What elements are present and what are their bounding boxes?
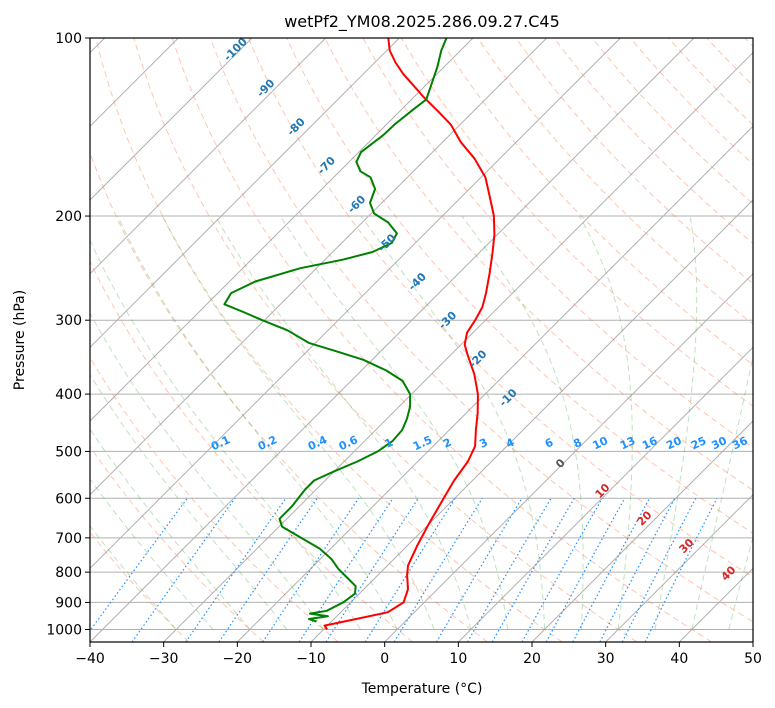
dry-adiabat	[133, 38, 638, 642]
mixing-ratio-line	[90, 497, 188, 632]
dewpoint-profile	[223, 38, 448, 623]
isotherm-line	[236, 125, 753, 642]
dry-adiabat	[90, 260, 414, 642]
mixing-ratio-label: 25	[689, 434, 708, 452]
mixing-ratio-label: 13	[618, 434, 637, 452]
isotherm-line	[384, 272, 753, 642]
y-tick-label: 100	[55, 31, 82, 47]
mixing-ratio-line	[262, 497, 360, 642]
moist-adiabat	[691, 353, 753, 630]
mixing-ratio-label: 10	[591, 434, 611, 452]
moist-adiabat	[461, 215, 584, 630]
mixing-ratio-label: 36	[730, 434, 750, 452]
moist-adiabat	[161, 215, 435, 630]
x-tick-label: −20	[223, 651, 253, 667]
isotherm-line	[457, 346, 753, 642]
dry-adiabat	[95, 38, 563, 642]
dry-adiabat	[515, 38, 753, 285]
dry-adiabat	[209, 38, 753, 623]
dry-adiabat	[171, 38, 712, 642]
x-tick-label: 10	[449, 651, 467, 667]
dry-adiabat	[324, 38, 753, 491]
moist-adiabat	[90, 373, 288, 630]
dry-adiabat	[90, 445, 264, 642]
y-tick-label: 600	[55, 491, 82, 507]
mixing-ratio-line	[364, 497, 456, 642]
y-axis-label: Pressure (hPa)	[12, 290, 28, 390]
mixing-ratio-line	[393, 497, 483, 642]
moist-adiabat	[214, 215, 472, 630]
dry-adiabat	[286, 38, 753, 535]
y-tick-label: 400	[55, 387, 82, 403]
mixing-ratio-line	[545, 498, 626, 642]
moist-adiabat	[90, 478, 214, 630]
mixing-ratio-line	[131, 497, 236, 642]
y-tick-label: 1000	[46, 622, 82, 638]
x-tick-label: −10	[296, 651, 326, 667]
isotherm-line	[531, 420, 753, 642]
y-tick-label: 900	[55, 595, 82, 611]
moist-adiabat	[654, 215, 698, 630]
x-axis-label: Temperature (°C)	[361, 681, 483, 697]
x-tick-label: 40	[670, 651, 688, 667]
moist-adiabat	[578, 215, 633, 630]
temperature-profile	[323, 38, 496, 631]
chart-title: wetPf2_YM08.2025.286.09.27.C45	[284, 12, 560, 32]
x-tick-label: 20	[523, 651, 541, 667]
y-tick-label: 300	[55, 313, 82, 329]
mixing-ratio-label: 30	[710, 434, 730, 452]
isotherm-line	[605, 493, 753, 642]
isotherm-line	[90, 38, 621, 570]
tick-layer: −40 −30 −20 −10 0 10 20 30 40 50 1000 900 800 700 600 5…	[46, 31, 762, 667]
y-tick-label: 200	[55, 209, 82, 225]
mixing-ratio-line	[599, 498, 676, 642]
moist-adiabat	[90, 311, 324, 630]
grid-layer	[90, 38, 753, 642]
mixing-ratio-line	[621, 498, 697, 642]
y-tick-label: 700	[55, 531, 82, 547]
y-tick-label: 500	[55, 444, 82, 460]
x-tick-label: 0	[380, 651, 389, 667]
isotherm-line	[90, 38, 327, 275]
x-tick-label: 30	[597, 651, 615, 667]
dry-adiabat	[90, 356, 339, 642]
y-tick-label: 800	[55, 565, 82, 581]
mixing-ratio-label: 20	[664, 434, 684, 452]
mixing-ratio-label: 16	[640, 434, 660, 452]
isotherm-line	[310, 199, 753, 642]
moist-adiabat	[90, 239, 361, 630]
mixing-ratio-line	[572, 498, 651, 642]
moist-adiabat	[360, 215, 545, 630]
x-tick-label: 50	[744, 651, 762, 667]
x-tick-label: −30	[149, 651, 179, 667]
mixing-ratio-line	[325, 497, 419, 642]
isotherm-line	[90, 38, 548, 496]
series-layer	[223, 38, 496, 631]
moist-adiabat	[117, 215, 398, 630]
isotherm-line	[90, 38, 474, 422]
mixing-ratio-line	[644, 498, 718, 642]
isotherm-line	[90, 38, 695, 642]
mixing-ratio-line	[218, 497, 318, 642]
x-tick-label: −40	[75, 651, 105, 667]
isotherm-line	[90, 38, 253, 201]
plot-frame	[89, 37, 754, 643]
moist-adiabat	[90, 428, 251, 630]
isotherm-line	[90, 38, 400, 349]
dry-adiabat	[248, 38, 753, 578]
